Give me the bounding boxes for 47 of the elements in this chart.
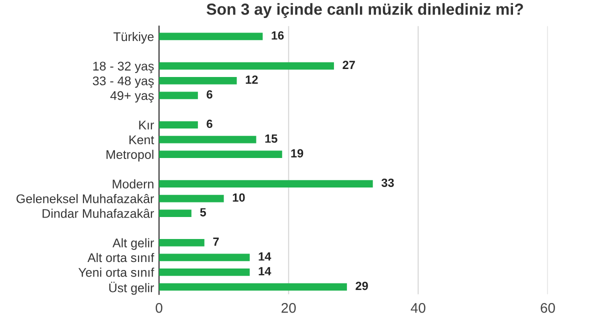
data-label: 6: [206, 90, 212, 99]
bar: [159, 136, 256, 144]
bar: [159, 92, 198, 100]
y-tick-label: Modern: [112, 179, 154, 188]
bar: [159, 268, 250, 276]
y-tick-label: 18 - 32 yaş: [93, 62, 154, 74]
data-label: 6: [206, 120, 212, 128]
bar: [159, 180, 373, 188]
bar: [159, 32, 263, 40]
x-tick-label: 0: [156, 303, 162, 313]
y-tick-label: Alt orta sınıf: [88, 252, 154, 262]
data-label: 15: [265, 134, 278, 143]
y-tick-label: Türkiye: [113, 32, 154, 44]
x-tick-label: 20: [282, 303, 296, 313]
bar: [159, 194, 224, 202]
chart-title: Son 3 ay içinde canlı müzik dinlediniz mi?: [206, 3, 523, 18]
x-tick-label: 60: [540, 303, 555, 313]
bar: [159, 150, 282, 158]
data-label: 5: [200, 208, 206, 216]
data-label: 10: [232, 193, 245, 202]
data-label: 7: [213, 238, 219, 246]
y-tick-label: Alt gelir: [112, 238, 154, 250]
bar: [159, 239, 204, 246]
y-tick-label: Yeni orta sınıf: [78, 268, 154, 277]
y-tick-label: 33 - 48 yaş: [92, 76, 154, 88]
bar: [159, 62, 334, 70]
bar: [159, 121, 198, 129]
y-tick-label: 49+ yaş: [110, 91, 154, 103]
data-label: 14: [258, 252, 272, 261]
data-label: 19: [291, 149, 304, 158]
bar: [159, 210, 192, 217]
y-tick-label: Üst gelir: [109, 282, 154, 295]
y-tick-label: Metropol: [106, 150, 154, 162]
data-label: 33: [381, 178, 394, 187]
bar: [159, 254, 250, 262]
data-label: 27: [342, 60, 355, 69]
y-tick-label: Kent: [129, 136, 154, 144]
x-tick-label: 40: [410, 303, 426, 313]
bar: [159, 76, 237, 84]
data-label: 14: [258, 267, 272, 276]
y-tick-label: Geleneksel Muhafazakâr: [16, 194, 154, 204]
bar: [159, 283, 347, 291]
y-tick-label: Kır: [139, 120, 154, 130]
data-label: 16: [272, 31, 284, 40]
y-tick-label: Dindar Muhafazakâr: [42, 208, 154, 218]
data-label: 29: [356, 282, 368, 290]
data-label: 12: [246, 75, 258, 84]
